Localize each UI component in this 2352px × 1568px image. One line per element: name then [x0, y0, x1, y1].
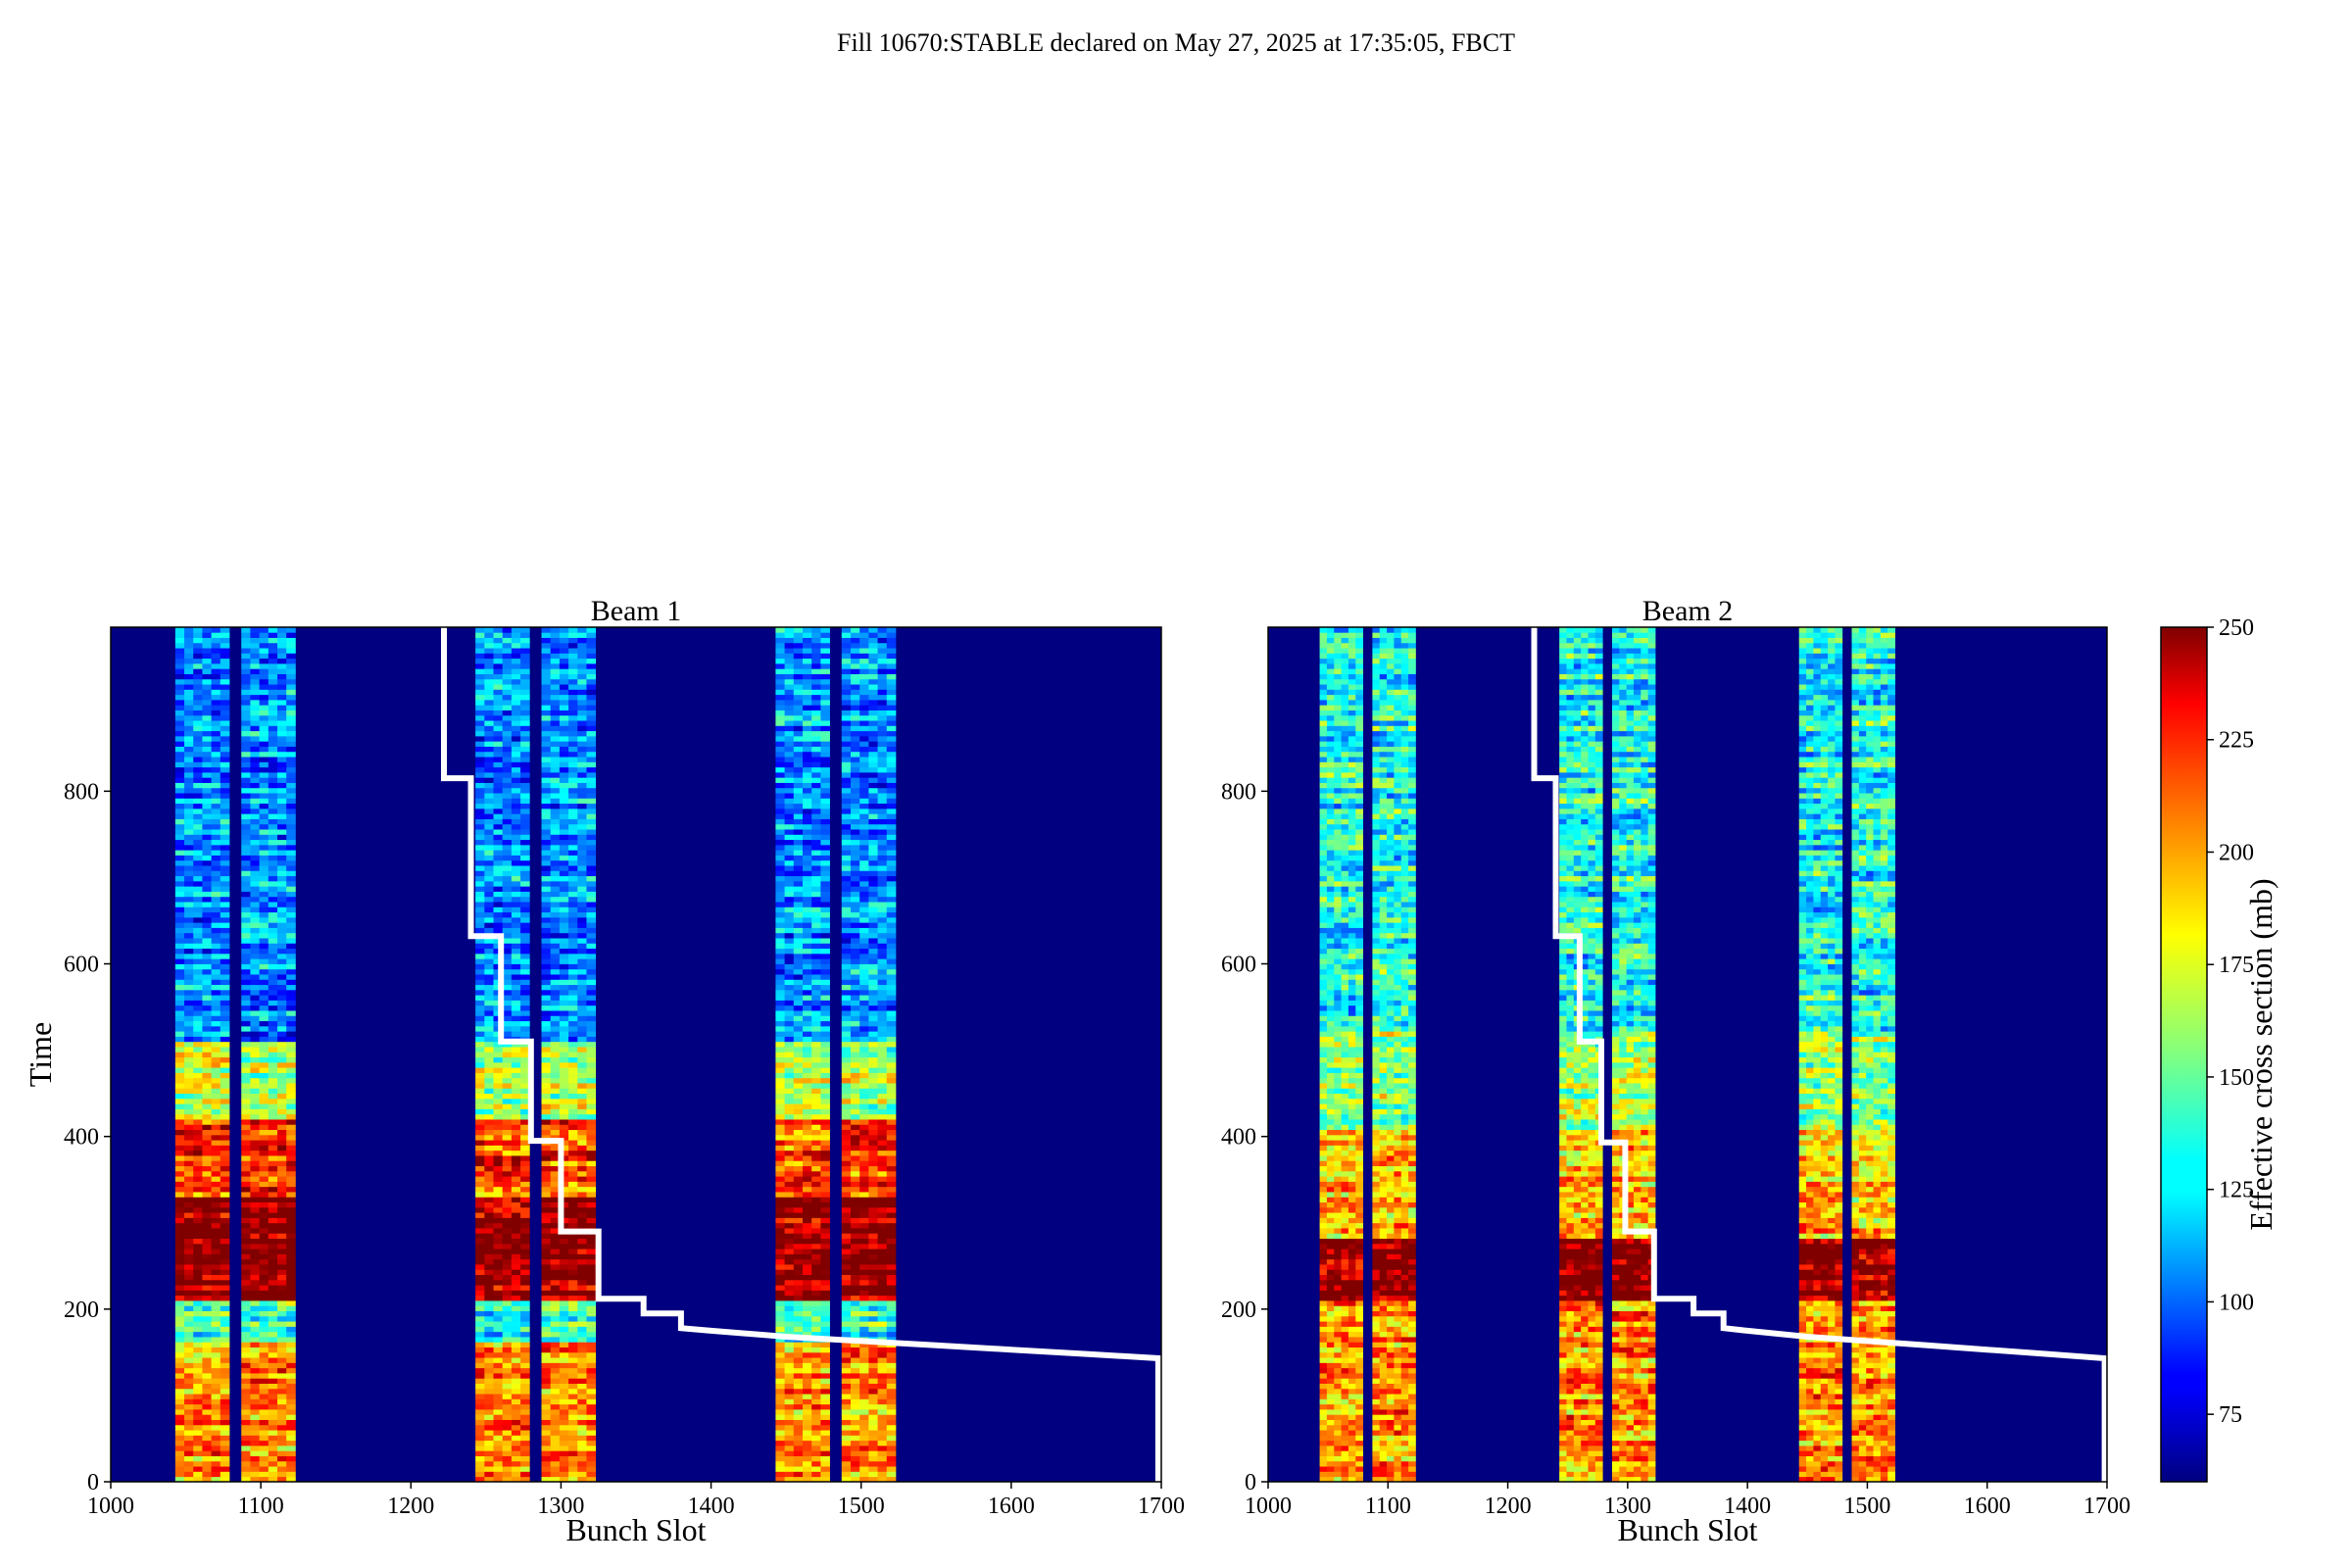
colorbar-gradient: [2160, 626, 2208, 1483]
beam1-ytick-label: 400: [64, 1125, 99, 1151]
beam1-band: [174, 627, 230, 1483]
beam1-xtick-label: 1300: [537, 1494, 584, 1519]
beam1-xtick-label: 1200: [387, 1494, 434, 1519]
beam2-xtick-label: 1400: [1724, 1494, 1771, 1519]
beam1-panel: Beam 1 1000 1100 1200 1300 1400 1500 1600 1700 …: [23, 595, 1185, 1547]
colorbar-tick-label: 175: [2219, 953, 2254, 978]
beam1-xtick-label: 1100: [238, 1494, 284, 1519]
beam1-ytick-label: 0: [87, 1470, 99, 1495]
beam2-band: [1319, 627, 1364, 1483]
beam2-xtick-label: 1500: [1843, 1494, 1890, 1519]
beam2-band: [1372, 627, 1416, 1483]
figure-title: Fill 10670:STABLE declared on May 27, 20…: [837, 28, 1515, 57]
beam1-xtick-label: 1700: [1138, 1494, 1185, 1519]
beam1-xlabel: Bunch Slot: [565, 1512, 706, 1547]
beam2-panel: Beam 2 1000 1100 1200 1300 1400 1500 1600 1700 …: [1221, 595, 2131, 1547]
beam1-ylabel: Time: [23, 1022, 58, 1087]
beam1-ytick-label: 200: [64, 1298, 99, 1323]
beam2-ytick-label: 800: [1221, 779, 1256, 805]
colorbar-tick-label: 100: [2219, 1290, 2254, 1315]
beam1-band: [841, 627, 897, 1483]
colorbar-tick-label: 225: [2219, 728, 2254, 754]
colorbar-tick-label: 200: [2219, 840, 2254, 865]
beam1-xtick-label: 1600: [988, 1494, 1035, 1519]
beam1-overlay-curve: [441, 627, 1161, 1482]
beam1-band: [241, 627, 296, 1483]
colorbar-tick-label: 75: [2219, 1402, 2242, 1428]
beam2-ytick-label: 200: [1221, 1298, 1256, 1323]
beam2-xtick-label: 1700: [2083, 1494, 2131, 1519]
beam2-ytick-label: 0: [1245, 1470, 1256, 1495]
beam2-band: [1798, 627, 1843, 1483]
colorbar-tick-label: 250: [2219, 615, 2254, 641]
beam2-xtick-label: 1000: [1245, 1494, 1292, 1519]
beam1-xtick-label: 1400: [688, 1494, 735, 1519]
colorbar: 75 100 125 150 175 200 225 250 Effective cross …: [2160, 615, 2278, 1483]
beam2-xtick-label: 1100: [1365, 1494, 1411, 1519]
beam1-band: [775, 627, 830, 1483]
beam2-plot-frame: [1267, 626, 2108, 1483]
beam2-xtick-label: 1600: [1964, 1494, 2011, 1519]
beam2-band: [1559, 627, 1603, 1483]
beam2-xtick-label: 1300: [1604, 1494, 1651, 1519]
beam2-xtick-label: 1200: [1485, 1494, 1532, 1519]
beam1-xtick-label: 1000: [87, 1494, 134, 1519]
beam1-plot-frame: [110, 626, 1162, 1483]
beam1-title: Beam 1: [591, 595, 681, 627]
beam2-ytick-label: 400: [1221, 1125, 1256, 1151]
beam1-ytick-label: 600: [64, 953, 99, 978]
beam1-band: [475, 627, 530, 1483]
beam1-band: [541, 627, 597, 1483]
beam1-ytick-label: 800: [64, 779, 99, 805]
beam2-title: Beam 2: [1642, 595, 1733, 627]
colorbar-tick-label: 150: [2219, 1065, 2254, 1091]
beam2-xlabel: Bunch Slot: [1617, 1512, 1757, 1547]
beam2-ytick-label: 600: [1221, 953, 1256, 978]
beam1-xtick-label: 1500: [838, 1494, 885, 1519]
colorbar-tick-label: 125: [2219, 1178, 2254, 1203]
beam2-overlay-curve: [1531, 627, 2108, 1482]
beam2-band: [1611, 627, 1656, 1483]
beam2-band: [1851, 627, 1895, 1483]
colorbar-label: Effective cross section (mb): [2243, 878, 2278, 1230]
